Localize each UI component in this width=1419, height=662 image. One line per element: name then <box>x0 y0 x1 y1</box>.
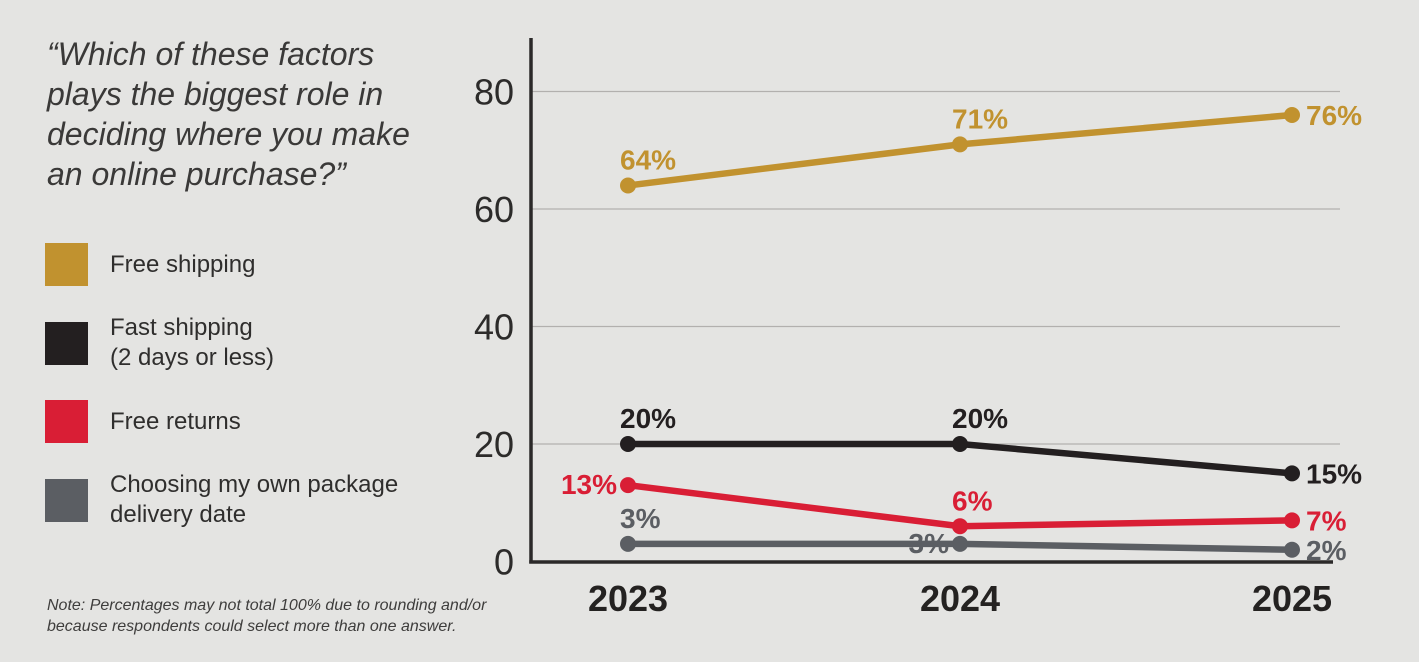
data-label-package-delivery-date-2025: 2% <box>1306 535 1347 566</box>
data-point-free-shipping-2025 <box>1284 107 1300 123</box>
data-label-free-returns-2025: 7% <box>1306 505 1347 536</box>
data-label-free-shipping-2024: 71% <box>952 103 1008 134</box>
legend-label-package-delivery-date: Choosing my own package delivery date <box>110 471 399 528</box>
y-tick-label-40: 40 <box>474 307 514 348</box>
data-point-package-delivery-date-2023 <box>620 535 636 552</box>
data-label-free-returns-2024: 6% <box>952 485 993 516</box>
free-returns-swatch <box>45 400 88 443</box>
data-point-free-shipping-2024 <box>952 136 968 153</box>
data-point-package-delivery-date-2025 <box>1284 541 1300 558</box>
data-label-free-returns-2023: 13% <box>561 469 617 500</box>
x-tick-label-2024: 2024 <box>920 578 1000 619</box>
data-point-fast-shipping-2024 <box>952 436 968 452</box>
data-point-free-returns-2024 <box>952 518 968 535</box>
data-label-package-delivery-date-2023: 3% <box>620 503 661 534</box>
data-label-fast-shipping-2024: 20% <box>952 403 1008 434</box>
y-tick-label-60: 60 <box>474 189 514 230</box>
footnote: Note: Percentages may not total 100% due… <box>47 597 487 635</box>
data-point-fast-shipping-2025 <box>1284 465 1300 482</box>
data-label-package-delivery-date-2024: 3% <box>909 528 950 559</box>
legend-label-free-returns: Free returns <box>110 407 241 435</box>
x-tick-label-2025: 2025 <box>1252 578 1332 619</box>
legend-item-package-delivery-date: Choosing my own package delivery date <box>45 470 398 530</box>
y-tick-label-20: 20 <box>474 424 514 465</box>
free-shipping-swatch <box>45 243 88 286</box>
data-point-free-returns-2025 <box>1284 512 1300 529</box>
legend-item-fast-shipping: Fast shipping (2 days or less) <box>45 313 398 373</box>
package-delivery-date-swatch <box>45 478 88 522</box>
data-label-free-shipping-2025: 76% <box>1306 100 1362 131</box>
data-point-package-delivery-date-2024 <box>952 535 968 552</box>
legend: Free shipping Fast shipping (2 days or le… <box>45 243 398 530</box>
data-point-free-returns-2023 <box>620 477 636 494</box>
data-point-free-shipping-2023 <box>620 177 636 194</box>
y-tick-label-80: 80 <box>474 72 514 113</box>
legend-item-free-shipping: Free shipping <box>45 243 398 286</box>
x-tick-label-2023: 2023 <box>588 578 668 619</box>
data-label-free-shipping-2023: 64% <box>620 145 676 176</box>
fast-shipping-swatch <box>45 321 88 365</box>
chart-question-title: “Which of these factors plays the bigges… <box>47 36 410 192</box>
y-tick-label-0: 0 <box>494 542 514 583</box>
legend-label-free-shipping: Free shipping <box>110 250 256 278</box>
legend-label-fast-shipping: Fast shipping (2 days or less) <box>110 314 275 371</box>
data-label-fast-shipping-2023: 20% <box>620 403 676 434</box>
data-point-fast-shipping-2023 <box>620 436 636 452</box>
data-label-fast-shipping-2025: 15% <box>1306 458 1362 489</box>
legend-item-free-returns: Free returns <box>45 400 398 443</box>
